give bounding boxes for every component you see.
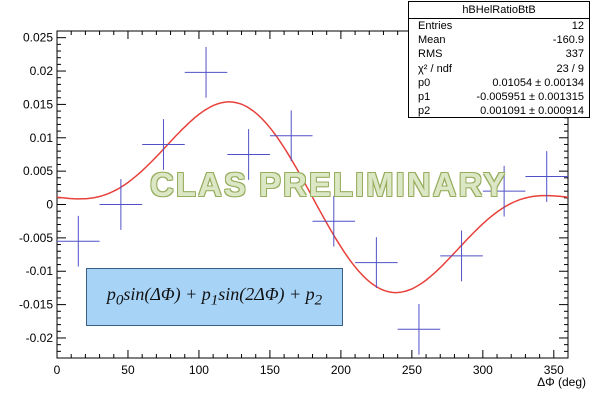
data-point [312,195,356,247]
stats-label: RMS [418,48,443,61]
stats-box: hBHelRatioBtB Entries 12 Mean -160.9 RMS 337 χ… [408,1,590,118]
stats-value: 0.01054 ± 0.00134 [492,76,584,89]
stats-label: Entries [418,20,453,32]
x-tick-label: 250 [402,363,422,377]
watermark: CLAS PRELIMINARY [150,166,508,203]
stats-value: 23 / 9 [556,62,584,75]
y-tick-label: 0 [46,198,53,212]
y-tick-label: -0.005 [19,231,53,245]
y-tick-label: 0.015 [23,97,53,111]
stats-label: p0 [418,76,431,89]
stats-label: p2 [418,105,431,118]
stats-row: p1 -0.005951 ± 0.001315 [409,90,589,104]
y-tick-label: 0.01 [30,131,54,145]
stats-row: RMS 337 [409,47,589,61]
stats-value: 0.001091 ± 0.000914 [480,105,584,118]
fit-formula-box: p0sin(ΔΦ) + p1sin(2ΔΦ) + p2 [86,268,343,326]
stats-label: Mean [418,34,446,47]
data-point [99,179,143,230]
data-point [355,237,398,288]
stats-label: p1 [418,90,431,103]
x-tick-label: 50 [121,363,135,377]
data-point [269,110,313,162]
x-tick-label: 0 [54,363,61,377]
stats-label: χ² / ndf [418,62,452,75]
stats-row: p2 0.001091 ± 0.000914 [409,104,589,118]
stats-title: hBHelRatioBtB [409,2,589,19]
stats-row: Mean -160.9 [409,33,589,47]
data-point [142,119,185,170]
fit-curve [56,101,569,294]
fit-layer [56,101,569,294]
y-tick-label: -0.02 [26,331,54,345]
data-point [227,129,270,180]
stats-value: 337 [565,48,584,61]
fit-formula: p0sin(ΔΦ) + p1sin(2ΔΦ) + p2 [106,284,323,309]
y-tick-label: 0.025 [23,31,53,45]
stats-value: 12 [571,20,584,32]
x-tick-label: 100 [189,363,209,377]
data-point [440,230,483,282]
stats-row: Entries 12 [409,19,589,33]
x-tick-label: 300 [473,363,493,377]
stats-row: p0 0.01054 ± 0.00134 [409,76,589,90]
x-axis-label: ΔΦ (deg) [537,375,586,389]
data-point [482,165,526,217]
x-tick-label: 200 [331,363,351,377]
y-tick-label: 0.02 [30,64,54,78]
y-tick-label: 0.005 [23,164,53,178]
y-tick-label: -0.01 [26,264,54,278]
axes: 0 50 100 150 200 250 300 350 -0.02 -0.015 -0.01 -0.… [19,30,569,377]
x-tick-label: 150 [260,363,280,377]
data-point [397,303,441,355]
stats-value: -160.9 [552,34,584,47]
data-point [525,151,568,202]
y-tick-label: -0.015 [19,298,53,312]
data-points [57,47,568,355]
x-tick-label: 350 [544,363,564,377]
data-point [57,215,100,267]
stats-value: -0.005951 ± 0.001315 [476,90,584,103]
data-point [184,47,228,98]
stats-row: χ² / ndf 23 / 9 [409,62,589,76]
